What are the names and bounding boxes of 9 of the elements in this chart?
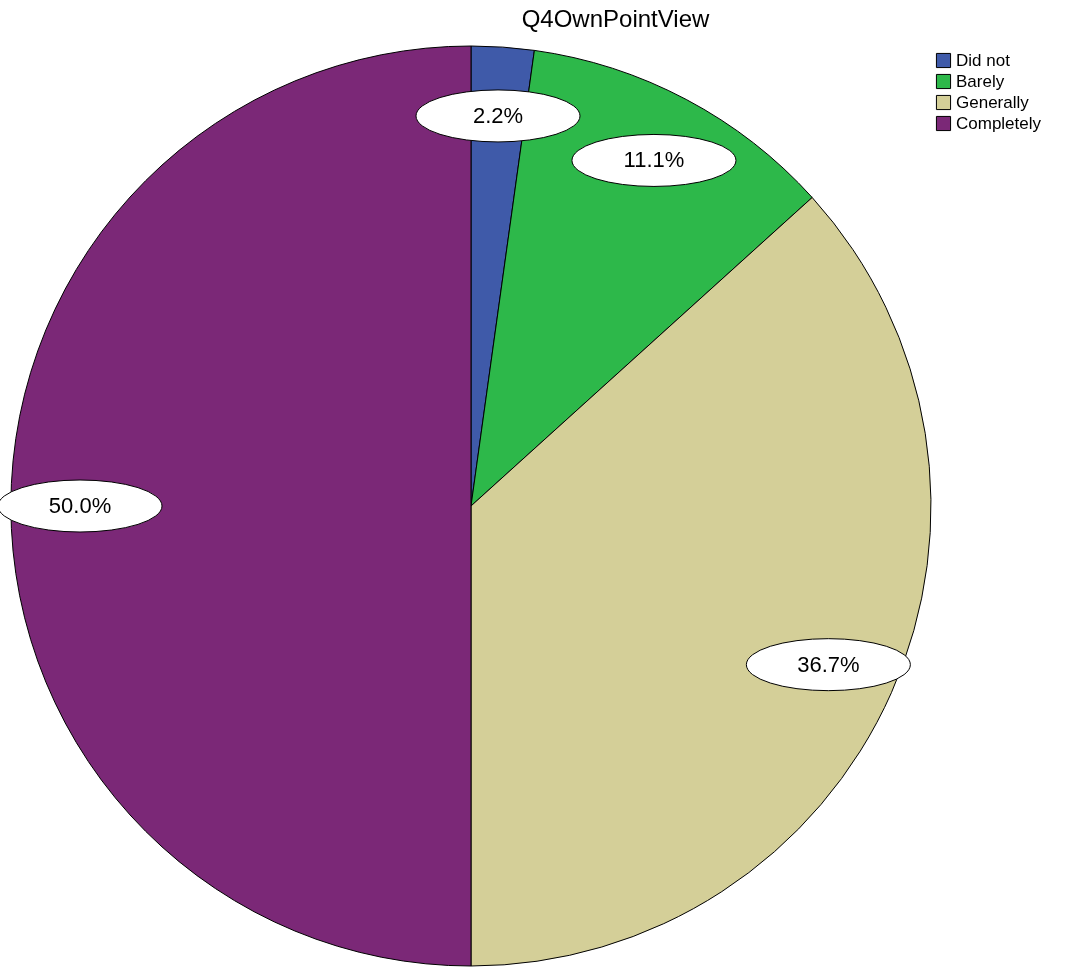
data-label: 2.2% — [472, 102, 524, 128]
chart-title: Q4OwnPointView — [521, 5, 710, 32]
legend-label: Barely — [956, 71, 1005, 91]
legend-label: Generally — [956, 92, 1030, 112]
data-label: 36.7% — [797, 651, 860, 677]
data-label: 50.0% — [48, 493, 112, 518]
legend-label: Did not — [956, 50, 1011, 70]
legend-label: Completely — [956, 113, 1042, 133]
data-label: 11.1% — [623, 147, 685, 173]
